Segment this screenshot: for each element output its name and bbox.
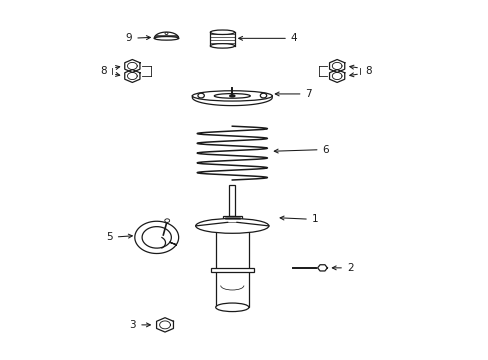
- Circle shape: [164, 32, 167, 35]
- Circle shape: [260, 93, 266, 98]
- Bar: [229, 185, 235, 216]
- Text: 8: 8: [365, 66, 371, 76]
- Text: 7: 7: [275, 89, 311, 99]
- Bar: [215, 229, 248, 307]
- Ellipse shape: [215, 303, 248, 311]
- Ellipse shape: [192, 91, 272, 101]
- Polygon shape: [317, 265, 327, 271]
- Circle shape: [198, 93, 204, 98]
- Text: 4: 4: [238, 33, 297, 43]
- Polygon shape: [192, 96, 272, 105]
- Text: 6: 6: [274, 144, 328, 154]
- Ellipse shape: [229, 95, 234, 97]
- Ellipse shape: [210, 44, 234, 48]
- Polygon shape: [154, 32, 178, 39]
- Text: 8: 8: [100, 66, 106, 76]
- Text: 3: 3: [129, 320, 150, 330]
- Polygon shape: [329, 59, 344, 72]
- Bar: [223, 216, 241, 223]
- Polygon shape: [329, 69, 344, 82]
- Text: 2: 2: [332, 263, 353, 273]
- Ellipse shape: [195, 219, 268, 233]
- Ellipse shape: [210, 30, 234, 35]
- Bar: [210, 268, 253, 272]
- Polygon shape: [124, 59, 140, 72]
- Ellipse shape: [214, 94, 250, 98]
- Polygon shape: [124, 69, 140, 82]
- Text: 1: 1: [280, 215, 318, 224]
- Polygon shape: [135, 221, 178, 253]
- Text: 5: 5: [106, 232, 132, 242]
- Text: 9: 9: [125, 33, 150, 43]
- Circle shape: [164, 219, 169, 222]
- Ellipse shape: [154, 37, 178, 40]
- Polygon shape: [156, 318, 173, 332]
